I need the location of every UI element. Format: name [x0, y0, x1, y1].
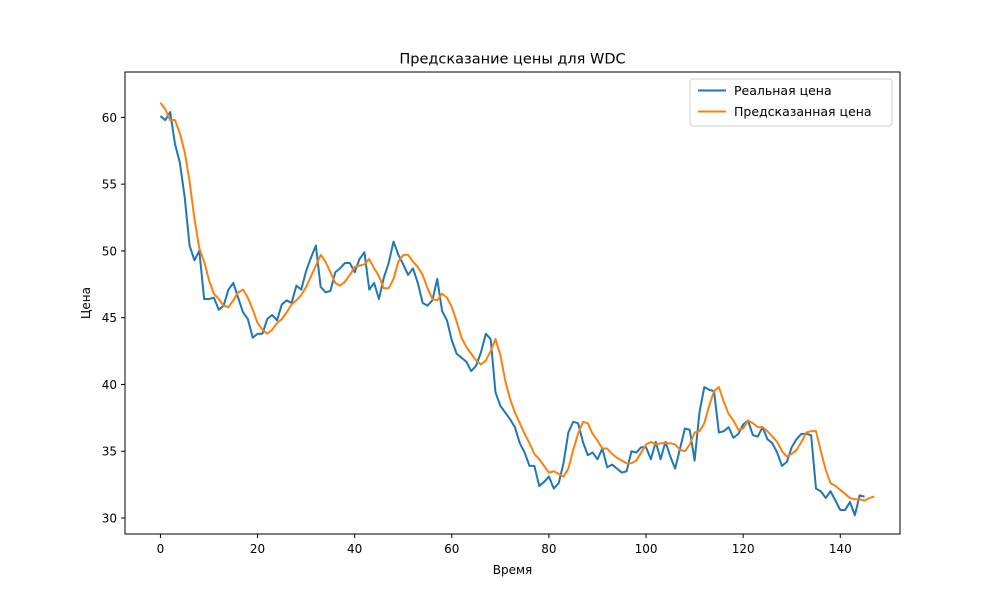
x-axis-label: Время [493, 563, 533, 577]
legend-box [689, 78, 893, 127]
series-line-predicted [159, 102, 875, 502]
y-axis-label: Цена [79, 287, 93, 319]
x-tick-label: 140 [829, 542, 852, 556]
y-tick-label: 60 [102, 111, 117, 125]
chart-title: Предсказание цены для WDC [399, 52, 625, 68]
legend-label-real: Реальная цена [734, 83, 832, 98]
x-tick-label: 80 [541, 542, 556, 556]
series-layer [159, 102, 875, 517]
y-axis-ticks: 30 35 40 45 50 55 60 [102, 111, 125, 525]
x-tick-label: 120 [732, 542, 755, 556]
y-tick-label: 40 [102, 378, 117, 392]
legend: Реальная цена Предсказанная цена [689, 78, 893, 127]
legend-label-predicted: Предсказанная цена [734, 104, 872, 119]
x-axis-ticks: 0 20 40 60 80 100 120 140 [157, 534, 852, 556]
plot-area [124, 71, 901, 535]
y-tick-label: 55 [102, 178, 117, 192]
x-tick-label: 40 [347, 542, 362, 556]
x-tick-label: 0 [157, 542, 165, 556]
y-tick-label: 50 [102, 244, 117, 258]
y-tick-label: 35 [102, 445, 117, 459]
axes-frame [124, 71, 901, 535]
y-tick-label: 30 [102, 511, 117, 525]
x-tick-label: 100 [635, 542, 658, 556]
y-tick-label: 45 [102, 311, 117, 325]
x-tick-label: 20 [250, 542, 265, 556]
x-tick-label: 60 [444, 542, 459, 556]
